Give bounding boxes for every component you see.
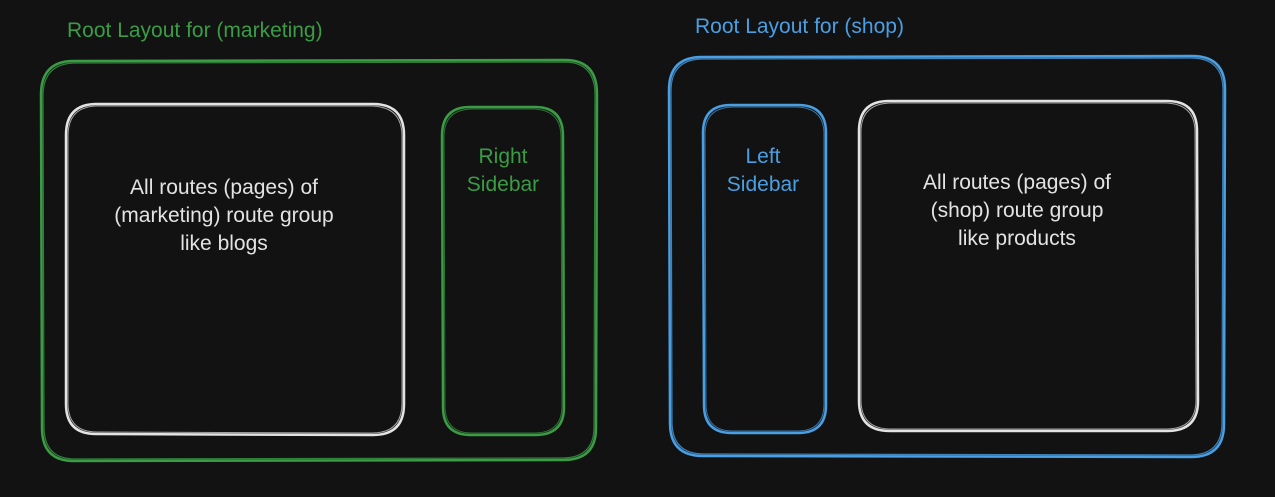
- shop-root-box: [667, 54, 1227, 459]
- marketing-root-title: Root Layout for (marketing): [67, 19, 323, 42]
- marketing-root-box: [39, 58, 599, 463]
- shop-content-box: [857, 99, 1200, 433]
- right-sidebar-text: Right Sidebar: [466, 145, 540, 196]
- shop-root-title: Root Layout for (shop): [695, 15, 904, 38]
- shop-content-text: All routes (pages) of (shop) route group…: [923, 171, 1111, 250]
- right-sidebar-box: [440, 105, 566, 437]
- marketing-content-box: [64, 102, 406, 437]
- left-sidebar-text: Left Sidebar: [726, 145, 800, 196]
- left-sidebar-box: [701, 103, 828, 435]
- marketing-content-text: All routes (pages) of (marketing) route …: [114, 176, 334, 255]
